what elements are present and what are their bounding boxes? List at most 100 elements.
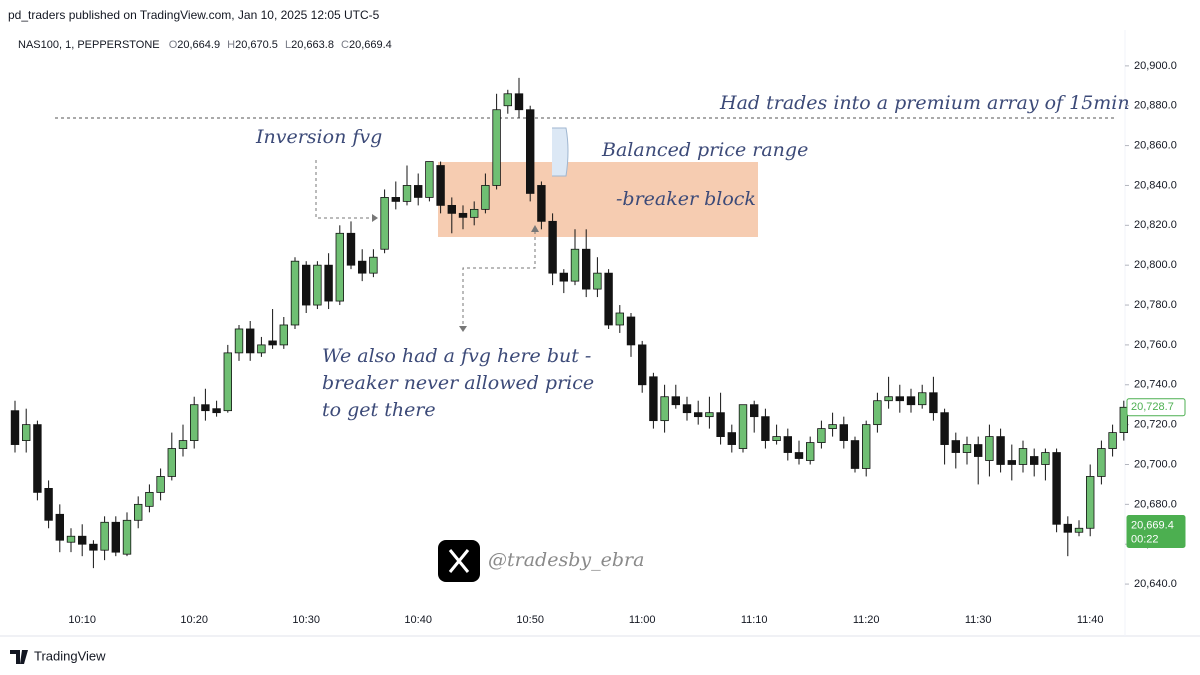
candle-body bbox=[626, 316, 636, 346]
price-timer: 00:22 bbox=[1131, 533, 1159, 545]
candle-body bbox=[918, 392, 927, 406]
candle-body bbox=[78, 535, 87, 545]
candle-body bbox=[1041, 452, 1050, 465]
annotation: Had trades into a premium array of 15min bbox=[719, 92, 1130, 114]
candle-body bbox=[301, 264, 311, 306]
price-label-box bbox=[1126, 398, 1186, 417]
candle-body bbox=[593, 272, 602, 290]
symbol: NAS100, 1, PEPPERSTONE bbox=[18, 39, 160, 51]
candle-body bbox=[66, 535, 76, 543]
candle-body bbox=[514, 93, 524, 111]
y-tick-label: 20,840.0 bbox=[1134, 179, 1177, 191]
candle-body bbox=[862, 424, 871, 469]
candle-body bbox=[413, 185, 423, 198]
y-tick-label: 20,780.0 bbox=[1134, 299, 1177, 311]
x-tick-label: 10:50 bbox=[516, 614, 544, 626]
candle-body bbox=[537, 185, 546, 222]
candle-body bbox=[839, 424, 848, 441]
candle-body bbox=[817, 428, 826, 443]
y-tick-label: 20,820.0 bbox=[1134, 219, 1177, 231]
candle-body bbox=[1074, 527, 1084, 533]
candle-body bbox=[1097, 448, 1106, 477]
candle-body bbox=[133, 503, 143, 521]
watermark: @tradesby_ebra bbox=[488, 549, 644, 571]
candle-body bbox=[234, 328, 244, 354]
candle-body bbox=[671, 396, 680, 406]
candle-body bbox=[705, 412, 714, 418]
ohlc-value: 20,670.5 bbox=[235, 39, 278, 51]
price-label: 20,728.7 bbox=[1131, 401, 1174, 413]
candle-body bbox=[906, 396, 916, 406]
candle-body bbox=[145, 491, 154, 507]
candle-body bbox=[884, 396, 893, 402]
x-tick-label: 11:20 bbox=[853, 614, 880, 626]
price-label-box bbox=[1126, 514, 1186, 548]
y-tick-label: 20,860.0 bbox=[1134, 140, 1177, 152]
y-tick-label: 20,700.0 bbox=[1134, 458, 1177, 470]
candle-body bbox=[985, 436, 994, 461]
y-tick-label: 20,880.0 bbox=[1134, 100, 1177, 112]
x-tick-label: 11:30 bbox=[965, 614, 992, 626]
candle-body bbox=[895, 396, 904, 402]
x-tick-label: 11:10 bbox=[741, 614, 768, 626]
price-label: 20,669.4 bbox=[1131, 519, 1174, 531]
candle-body bbox=[111, 521, 120, 553]
candle-body bbox=[794, 452, 804, 459]
candle-body bbox=[559, 272, 568, 282]
footer: TradingView bbox=[34, 648, 106, 663]
ohlc-key: C bbox=[341, 39, 349, 51]
y-tick-label: 20,680.0 bbox=[1134, 498, 1177, 510]
x-tick-label: 10:30 bbox=[292, 614, 320, 626]
candle-body bbox=[223, 352, 232, 412]
candle-body bbox=[962, 444, 972, 453]
ohlc-value: 20,663.8 bbox=[291, 39, 334, 51]
ohlc-value: 20,664.9 bbox=[177, 39, 220, 51]
candle-body bbox=[951, 440, 960, 453]
candle-body bbox=[335, 232, 344, 302]
candle-body bbox=[1030, 456, 1039, 465]
x-tick-label: 11:40 bbox=[1077, 614, 1104, 626]
y-tick-label: 20,900.0 bbox=[1134, 60, 1177, 72]
breaker-zone bbox=[438, 162, 758, 237]
candle-body bbox=[738, 404, 748, 449]
candle-body bbox=[783, 436, 792, 453]
arrowhead bbox=[372, 214, 378, 222]
y-tick-label: 20,720.0 bbox=[1134, 419, 1177, 431]
arrow bbox=[462, 230, 536, 330]
candle-body bbox=[638, 344, 647, 386]
candle-body bbox=[100, 521, 109, 551]
ohlc-key: H bbox=[227, 39, 235, 51]
candle-body bbox=[469, 208, 479, 218]
x-tick-label: 11:00 bbox=[629, 614, 656, 626]
candle-body bbox=[380, 197, 389, 250]
candle-body bbox=[89, 543, 98, 551]
annotation: Balanced price range bbox=[601, 139, 808, 161]
candle-body bbox=[1063, 523, 1072, 533]
annotation: breaker never allowed price bbox=[322, 372, 594, 394]
candle-body bbox=[940, 412, 949, 445]
candle-body bbox=[761, 416, 770, 441]
candle-body bbox=[458, 212, 468, 218]
candle-body bbox=[402, 185, 412, 202]
published-line: pd_traders published on TradingView.com,… bbox=[8, 8, 380, 22]
candle-body bbox=[1018, 448, 1028, 465]
candle-body bbox=[178, 440, 188, 449]
candle-body bbox=[357, 260, 367, 274]
candle-body bbox=[313, 264, 322, 306]
candle-body bbox=[850, 440, 860, 469]
candle-body bbox=[156, 476, 165, 493]
y-tick-label: 20,800.0 bbox=[1134, 259, 1177, 271]
symbol-line: NAS100, 1, PEPPERSTONE O20,664.9 H20,670… bbox=[18, 39, 392, 51]
annotation: -breaker block bbox=[616, 188, 756, 210]
ohlc-key: O bbox=[169, 39, 178, 51]
candle-body bbox=[1108, 432, 1117, 449]
candle-body bbox=[201, 404, 210, 412]
y-tick-label: 20,760.0 bbox=[1134, 339, 1177, 351]
candle-body bbox=[447, 204, 456, 214]
candle-body bbox=[425, 161, 434, 198]
candle-body bbox=[268, 340, 277, 346]
candle-body bbox=[570, 248, 580, 282]
candle-body bbox=[750, 404, 759, 418]
candle-body bbox=[245, 328, 255, 354]
